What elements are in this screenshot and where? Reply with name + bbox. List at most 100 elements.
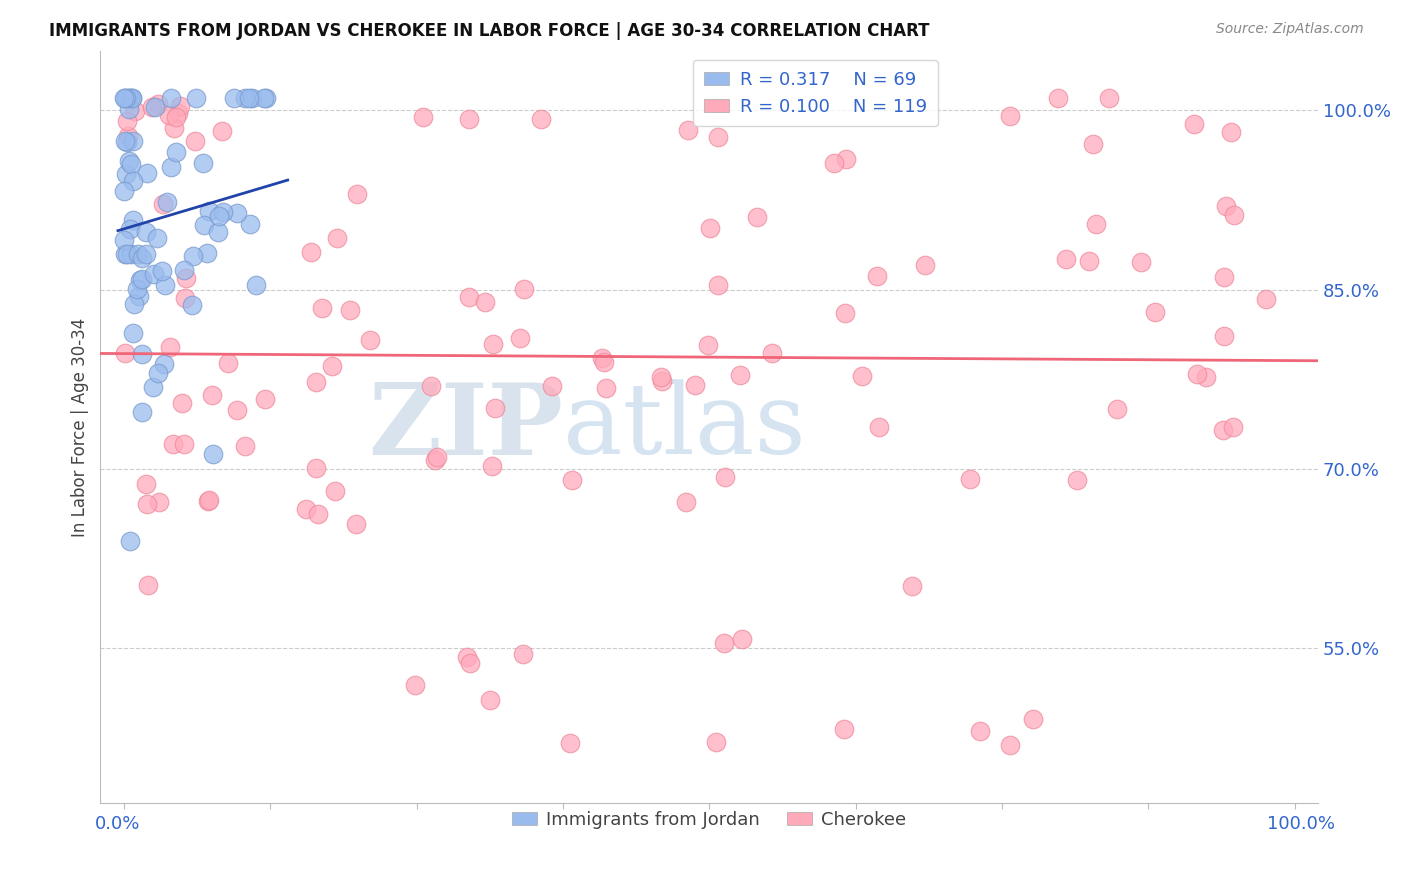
Point bbox=[114, 167, 136, 181]
Text: 100.0%: 100.0% bbox=[1267, 815, 1334, 833]
Point bbox=[1215, 199, 1237, 213]
Point bbox=[865, 269, 887, 284]
Point bbox=[593, 355, 616, 369]
Point bbox=[115, 136, 138, 150]
Point bbox=[832, 723, 855, 737]
Point bbox=[914, 259, 936, 273]
Point bbox=[423, 453, 446, 467]
Point bbox=[457, 112, 479, 127]
Point bbox=[159, 91, 181, 105]
Point bbox=[155, 277, 177, 292]
Point bbox=[683, 377, 706, 392]
Point bbox=[112, 185, 135, 199]
Point bbox=[834, 306, 856, 320]
Point bbox=[1081, 137, 1104, 152]
Point bbox=[651, 374, 673, 388]
Point bbox=[145, 100, 167, 114]
Point bbox=[120, 247, 142, 261]
Point bbox=[120, 156, 142, 170]
Point bbox=[998, 739, 1021, 753]
Point bbox=[172, 395, 194, 409]
Point bbox=[901, 578, 924, 592]
Point bbox=[474, 295, 496, 310]
Point bbox=[412, 110, 434, 124]
Point bbox=[479, 693, 502, 707]
Point bbox=[728, 368, 751, 383]
Point bbox=[159, 340, 181, 354]
Point bbox=[146, 96, 169, 111]
Point bbox=[1085, 217, 1108, 231]
Point bbox=[128, 273, 150, 287]
Point bbox=[482, 336, 505, 351]
Point bbox=[131, 405, 153, 419]
Text: IMMIGRANTS FROM JORDAN VS CHEROKEE IN LABOR FORCE | AGE 30-34 CORRELATION CHART: IMMIGRANTS FROM JORDAN VS CHEROKEE IN LA… bbox=[49, 22, 929, 40]
Point bbox=[156, 194, 179, 209]
Text: atlas: atlas bbox=[564, 379, 806, 475]
Point bbox=[426, 450, 449, 465]
Point bbox=[131, 252, 153, 266]
Point bbox=[125, 281, 148, 295]
Legend: Immigrants from Jordan, Cherokee: Immigrants from Jordan, Cherokee bbox=[505, 804, 914, 836]
Point bbox=[226, 402, 249, 417]
Point bbox=[676, 123, 699, 137]
Point bbox=[295, 502, 318, 516]
Point bbox=[326, 230, 349, 244]
Point bbox=[595, 381, 617, 395]
Point bbox=[121, 91, 143, 105]
Point bbox=[745, 210, 768, 224]
Point bbox=[561, 473, 583, 487]
Point bbox=[697, 338, 720, 352]
Point bbox=[591, 351, 613, 366]
Point bbox=[114, 134, 136, 148]
Point bbox=[1107, 402, 1129, 417]
Point bbox=[121, 174, 143, 188]
Point bbox=[304, 460, 326, 475]
Point bbox=[150, 264, 173, 278]
Point bbox=[181, 298, 204, 312]
Point bbox=[115, 114, 138, 128]
Point bbox=[207, 209, 229, 223]
Point bbox=[141, 100, 163, 114]
Point bbox=[509, 331, 531, 345]
Point bbox=[114, 91, 136, 105]
Point bbox=[136, 497, 159, 511]
Point bbox=[299, 244, 322, 259]
Point bbox=[1212, 423, 1234, 437]
Point bbox=[1047, 91, 1070, 105]
Point bbox=[217, 356, 239, 370]
Point bbox=[998, 110, 1021, 124]
Point bbox=[1129, 254, 1152, 268]
Point bbox=[1144, 305, 1167, 319]
Point bbox=[323, 484, 346, 499]
Point bbox=[159, 160, 181, 174]
Point bbox=[136, 578, 159, 592]
Point bbox=[135, 247, 157, 261]
Point bbox=[513, 282, 536, 296]
Point bbox=[114, 247, 136, 261]
Point bbox=[851, 369, 873, 384]
Point bbox=[197, 494, 219, 508]
Point bbox=[560, 736, 582, 750]
Point bbox=[1222, 420, 1244, 434]
Point bbox=[458, 657, 481, 671]
Point bbox=[240, 91, 263, 105]
Point bbox=[222, 91, 245, 105]
Point bbox=[169, 98, 191, 112]
Point bbox=[143, 267, 166, 281]
Point bbox=[457, 290, 479, 304]
Point bbox=[969, 724, 991, 739]
Point bbox=[122, 326, 145, 340]
Point bbox=[131, 346, 153, 360]
Point bbox=[131, 272, 153, 286]
Point bbox=[253, 392, 276, 406]
Point bbox=[136, 166, 159, 180]
Point bbox=[121, 134, 143, 148]
Point bbox=[173, 262, 195, 277]
Point bbox=[114, 346, 136, 360]
Point bbox=[233, 439, 256, 453]
Point bbox=[135, 225, 157, 239]
Point bbox=[211, 124, 233, 138]
Point bbox=[1219, 125, 1241, 139]
Point bbox=[704, 735, 727, 749]
Point bbox=[1185, 367, 1208, 381]
